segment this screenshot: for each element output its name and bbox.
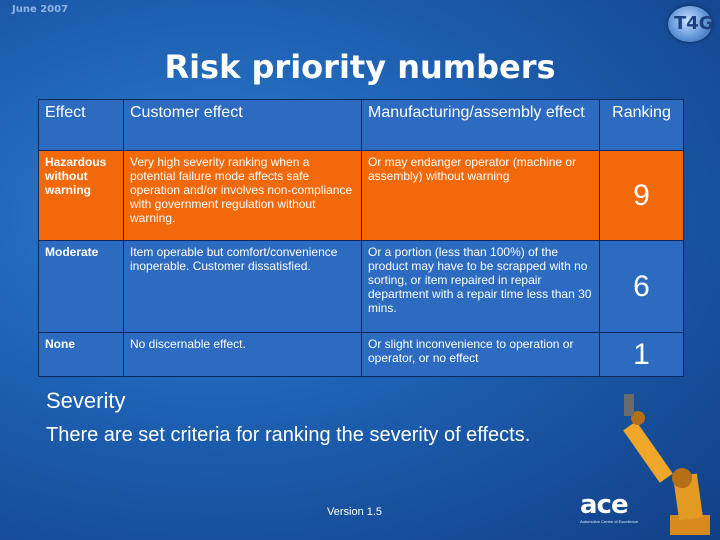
risk-table: Effect Customer effect Manufacturing/ass…: [38, 99, 684, 377]
table-row: None No discernable effect. Or slight in…: [38, 332, 684, 377]
col-effect: Effect: [38, 99, 124, 151]
table-row: Moderate Item operable but comfort/conve…: [38, 240, 684, 333]
cell-ranking: 1: [599, 332, 684, 377]
cell-effect: Moderate: [38, 240, 124, 333]
t4g-logo-text: T4G: [674, 13, 714, 34]
robot-arm-icon: [623, 394, 710, 535]
cell-effect: None: [38, 332, 124, 377]
criteria-text: There are set criteria for ranking the s…: [46, 424, 531, 446]
ace-logo: ace Automotive Centre of Excellence: [580, 492, 644, 526]
cell-effect: Hazardous without warning: [38, 150, 124, 241]
ace-tagline: Automotive Centre of Excellence: [580, 519, 639, 524]
t4g-logo: T4G: [668, 6, 714, 42]
date-label: June 2007: [12, 4, 69, 15]
col-manufacturing-effect: Manufacturing/assembly effect: [361, 99, 600, 151]
cell-ranking: 9: [599, 150, 684, 241]
severity-heading: Severity: [46, 388, 126, 413]
ace-logo-text: ace: [580, 490, 629, 520]
table-header-row: Effect Customer effect Manufacturing/ass…: [38, 99, 684, 151]
slide-title: Risk priority numbers: [164, 48, 556, 86]
table-row: Hazardous without warning Very high seve…: [38, 150, 684, 241]
version-label: Version 1.5: [327, 506, 383, 518]
cell-customer-effect: No discernable effect.: [123, 332, 362, 377]
cell-customer-effect: Very high severity ranking when a potent…: [123, 150, 362, 241]
cell-manufacturing-effect: Or slight inconvenience to operation or …: [361, 332, 600, 377]
cell-customer-effect: Item operable but comfort/convenience in…: [123, 240, 362, 333]
cell-ranking: 6: [599, 240, 684, 333]
col-customer-effect: Customer effect: [123, 99, 362, 151]
col-ranking: Ranking: [599, 99, 684, 151]
cell-manufacturing-effect: Or may endanger operator (machine or ass…: [361, 150, 600, 241]
cell-manufacturing-effect: Or a portion (less than 100%) of the pro…: [361, 240, 600, 333]
